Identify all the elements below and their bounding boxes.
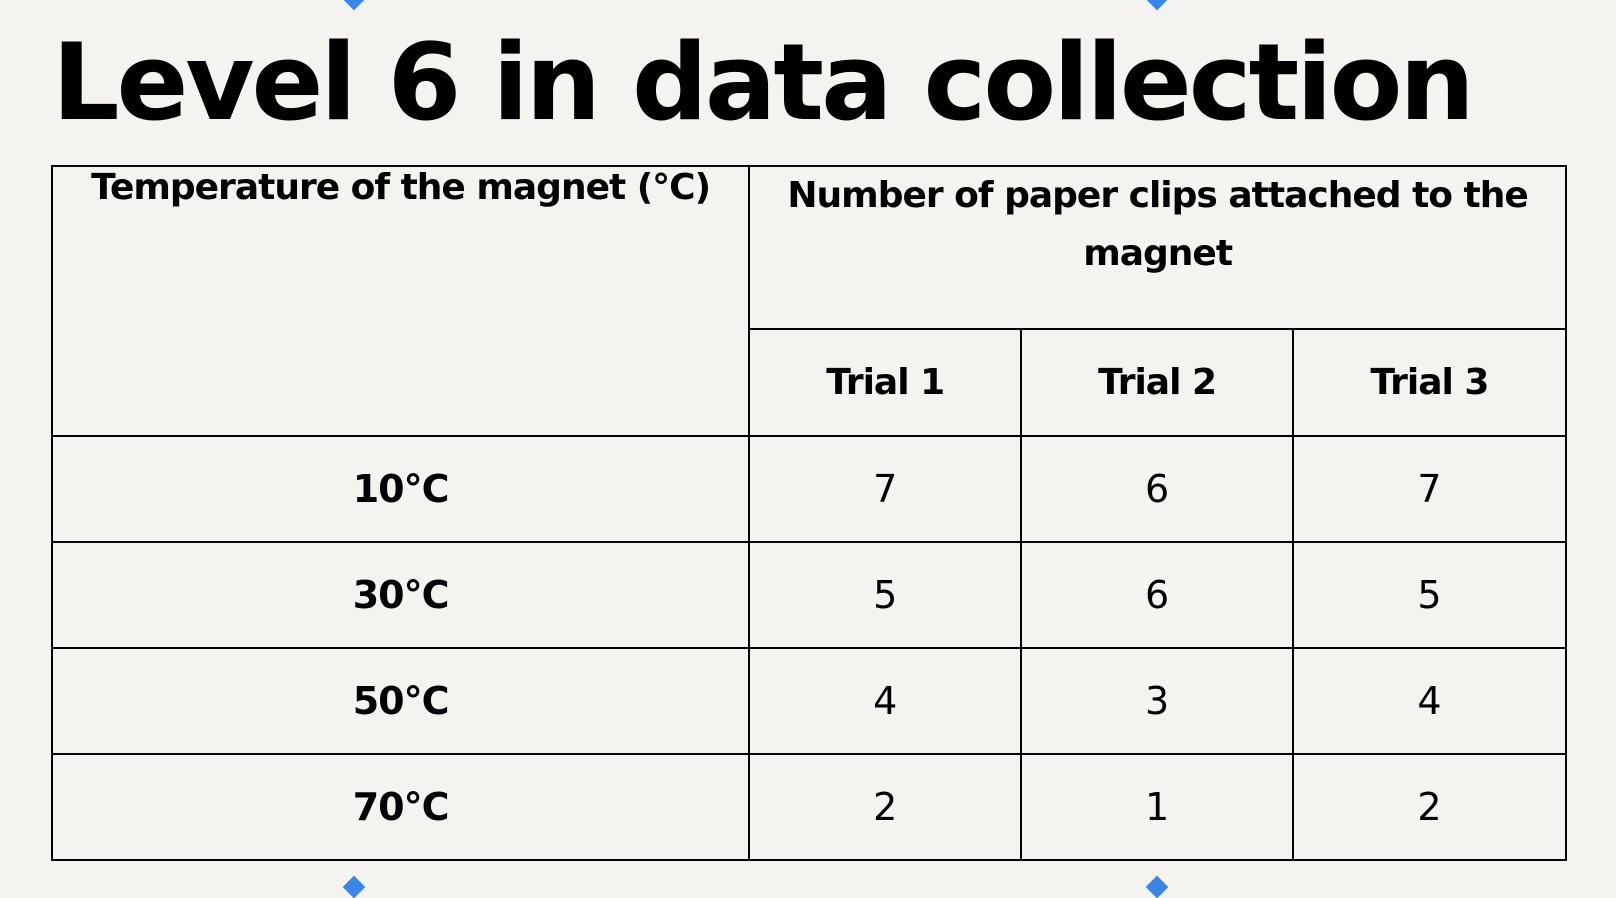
page-title: Level 6 in data collection xyxy=(52,21,1475,144)
table-row: 10°C 7 6 7 xyxy=(50,435,1567,543)
selection-handle-icon[interactable] xyxy=(1145,0,1169,11)
temperature-column-header: Temperature of the magnet (°C) xyxy=(50,165,751,437)
temperature-cell: 30°C xyxy=(50,541,751,649)
trial-value-cell: 7 xyxy=(1292,435,1567,543)
trial-value-cell: 2 xyxy=(748,753,1023,861)
table-row: 70°C 2 1 2 xyxy=(50,753,1567,861)
trial-header-1: Trial 1 xyxy=(748,328,1023,437)
temperature-cell: 70°C xyxy=(50,753,751,861)
trial-value-cell: 4 xyxy=(748,647,1023,755)
trial-header-row: Trial 1 Trial 2 Trial 3 xyxy=(52,328,1567,437)
clips-column-header: Number of paper clips attached to the ma… xyxy=(748,165,1567,330)
trial-header-label: Trial 2 xyxy=(1098,362,1217,403)
trial-header-3: Trial 3 xyxy=(1292,328,1567,437)
selection-handle-icon[interactable] xyxy=(342,0,366,11)
trial-value-cell: 5 xyxy=(1292,541,1567,649)
table-row: 30°C 5 6 5 xyxy=(50,541,1567,649)
temperature-header-label: Temperature of the magnet (°C) xyxy=(91,167,711,208)
table-header-row: Temperature of the magnet (°C) Number of… xyxy=(50,165,1567,437)
trial-value-cell: 2 xyxy=(1292,753,1567,861)
trial-value-cell: 6 xyxy=(1020,541,1295,649)
trial-value-cell: 3 xyxy=(1020,647,1295,755)
table-row: 50°C 4 3 4 xyxy=(50,647,1567,755)
trial-value-cell: 7 xyxy=(748,435,1023,543)
temperature-cell: 50°C xyxy=(50,647,751,755)
trial-value-cell: 1 xyxy=(1020,753,1295,861)
selection-handle-icon[interactable] xyxy=(1145,875,1169,898)
trial-header-label: Trial 1 xyxy=(826,362,945,403)
data-table: Temperature of the magnet (°C) Number of… xyxy=(50,165,1567,861)
clips-header-label: Number of paper clips attached to the ma… xyxy=(787,175,1528,274)
temperature-cell: 10°C xyxy=(50,435,751,543)
trial-header-2: Trial 2 xyxy=(1020,328,1295,437)
trial-value-cell: 5 xyxy=(748,541,1023,649)
selection-handle-icon[interactable] xyxy=(342,875,366,898)
trial-value-cell: 4 xyxy=(1292,647,1567,755)
trial-header-label: Trial 3 xyxy=(1370,362,1490,403)
trial-value-cell: 6 xyxy=(1020,435,1295,543)
